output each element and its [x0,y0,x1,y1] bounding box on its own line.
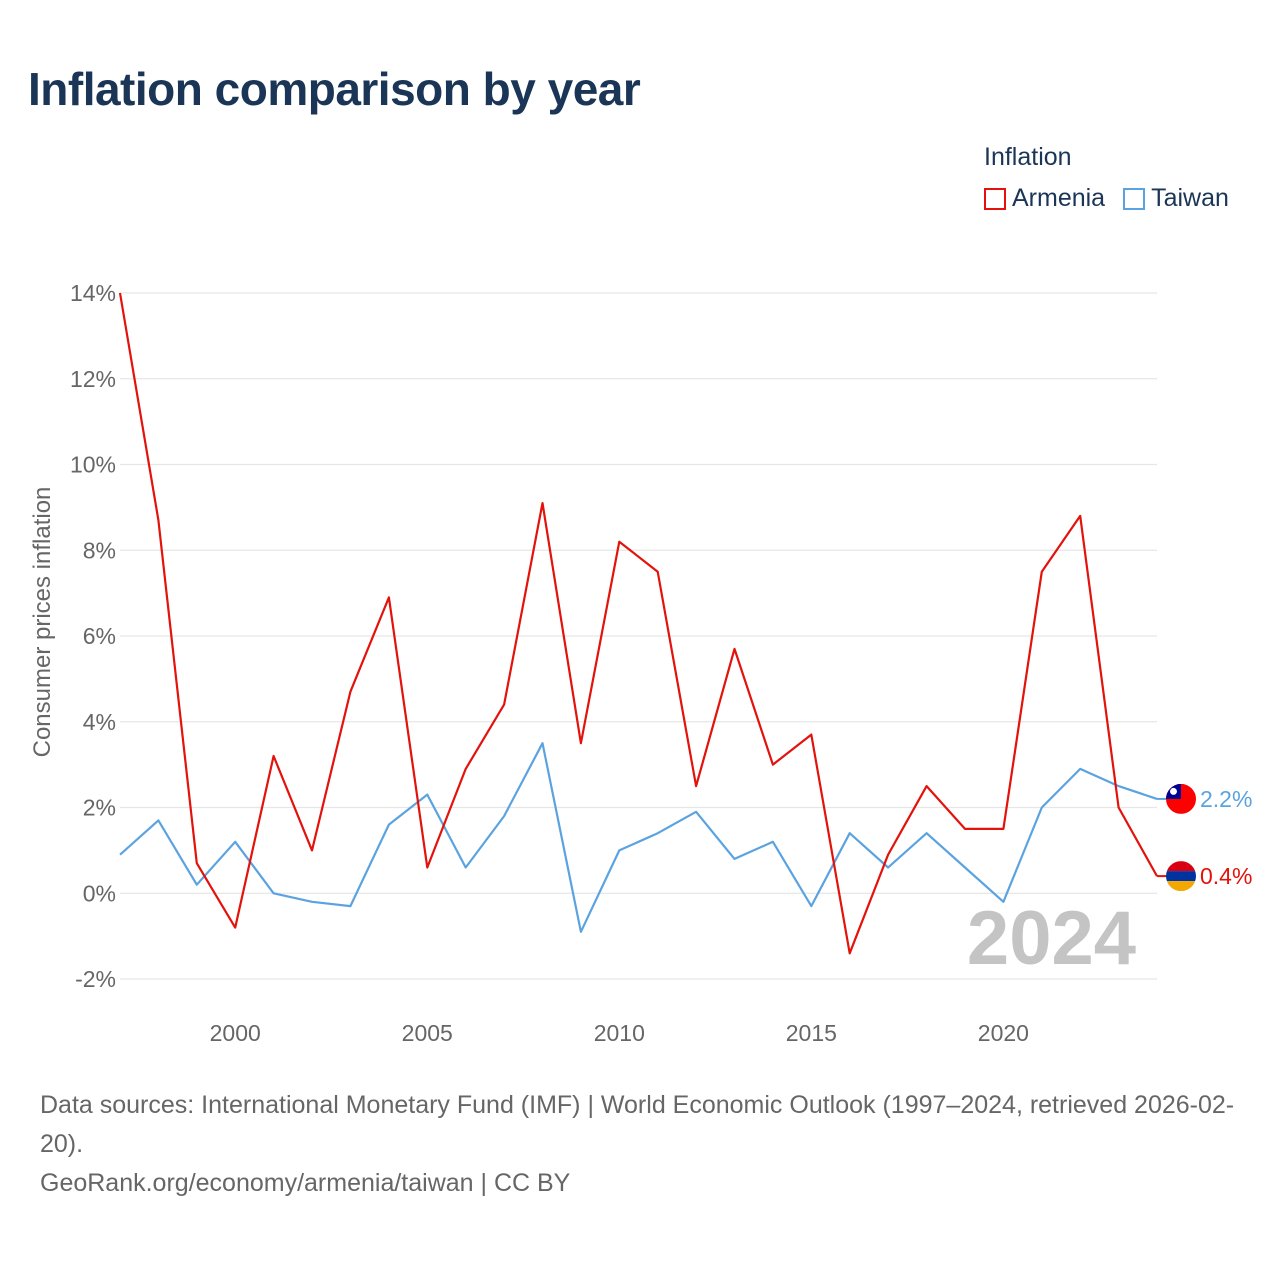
line-chart: -2% 0% 2% 4% 6% 8% 10% 12% 14% 2000 2005 2010 2015 20… [29,280,1252,1046]
y-tick-label: 2% [83,795,116,821]
end-value-label-taiwan: 2.2% [1200,786,1252,812]
flag-armenia-icon [1166,861,1196,872]
x-tick-label: 2020 [978,1020,1029,1046]
legend-title: Inflation [984,143,1072,171]
flag-armenia-icon-stripe [1166,871,1196,882]
series-line-armenia[interactable] [118,292,1158,955]
legend-swatch-taiwan [1123,187,1146,210]
legend-label-taiwan: Taiwan [1151,184,1229,212]
y-tick-label: 8% [83,537,116,563]
x-tick-label: 2015 [786,1020,837,1046]
y-axis-label: Consumer prices inflation [29,487,56,758]
year-watermark: 2024 [967,896,1136,981]
legend-item-armenia[interactable]: Armenia [984,184,1105,213]
legend-item-taiwan[interactable]: Taiwan [1123,184,1229,213]
flag-armenia-icon-stripe [1166,881,1196,892]
x-tick-label: 2000 [210,1020,261,1046]
legend-swatch-armenia [984,187,1006,210]
legend-label-armenia: Armenia [1012,184,1106,212]
footer: Data sources: International Monetary Fun… [40,1086,1250,1203]
y-tick-label: 12% [70,366,116,392]
y-tick-label: 4% [83,709,116,735]
flag-taiwan-icon-sun [1170,787,1177,795]
y-tick-label: 10% [70,452,116,478]
x-tick-label: 2010 [594,1020,645,1046]
series-line-taiwan[interactable] [119,742,1158,933]
end-value-label-armenia: 0.4% [1200,863,1252,889]
chart-title: Inflation comparison by year [28,63,641,115]
y-tick-label: 0% [83,880,116,906]
credit-text: GeoRank.org/economy/armenia/taiwan | CC … [40,1169,571,1197]
data-sources-text: Data sources: International Monetary Fun… [40,1091,1235,1158]
y-tick-label: -2% [75,966,116,992]
x-tick-label: 2005 [402,1020,453,1046]
y-tick-label: 14% [70,280,116,306]
legend: Armenia Taiwan [984,184,1247,213]
y-tick-label: 6% [83,623,116,649]
